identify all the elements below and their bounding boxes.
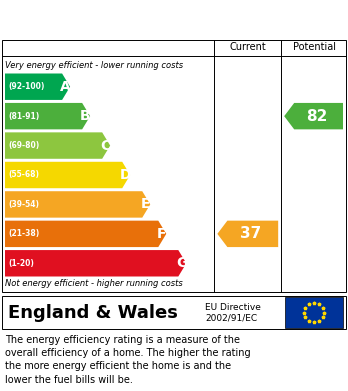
Bar bbox=[2, 296, 346, 329]
Text: A: A bbox=[60, 80, 71, 94]
Polygon shape bbox=[284, 103, 343, 129]
Polygon shape bbox=[218, 221, 278, 247]
Text: Energy Efficiency Rating: Energy Efficiency Rating bbox=[8, 10, 237, 28]
Text: (1-20): (1-20) bbox=[8, 259, 34, 268]
Text: Current: Current bbox=[229, 42, 266, 52]
Text: C: C bbox=[100, 138, 111, 152]
Polygon shape bbox=[5, 221, 166, 247]
Text: B: B bbox=[80, 109, 90, 123]
Polygon shape bbox=[5, 191, 150, 218]
Text: EU Directive
2002/91/EC: EU Directive 2002/91/EC bbox=[205, 303, 261, 322]
Text: Potential: Potential bbox=[293, 42, 336, 52]
Text: G: G bbox=[176, 256, 187, 270]
Polygon shape bbox=[5, 250, 186, 276]
Text: F: F bbox=[157, 227, 166, 241]
Polygon shape bbox=[5, 162, 130, 188]
Text: (55-68): (55-68) bbox=[8, 170, 39, 179]
Polygon shape bbox=[5, 133, 110, 159]
Text: (39-54): (39-54) bbox=[8, 200, 39, 209]
Text: Very energy efficient - lower running costs: Very energy efficient - lower running co… bbox=[5, 61, 183, 70]
Text: Not energy efficient - higher running costs: Not energy efficient - higher running co… bbox=[5, 280, 183, 289]
Text: (69-80): (69-80) bbox=[8, 141, 39, 150]
Text: (81-91): (81-91) bbox=[8, 112, 39, 121]
Text: E: E bbox=[141, 197, 150, 212]
Text: 82: 82 bbox=[306, 109, 327, 124]
Text: D: D bbox=[120, 168, 131, 182]
Text: (21-38): (21-38) bbox=[8, 230, 39, 239]
Polygon shape bbox=[5, 103, 90, 129]
Bar bbox=[285, 297, 343, 328]
Text: The energy efficiency rating is a measure of the
overall efficiency of a home. T: The energy efficiency rating is a measur… bbox=[5, 335, 251, 385]
Text: England & Wales: England & Wales bbox=[8, 303, 178, 321]
Polygon shape bbox=[5, 74, 70, 100]
Text: (92-100): (92-100) bbox=[8, 82, 45, 91]
Text: 37: 37 bbox=[240, 226, 261, 241]
